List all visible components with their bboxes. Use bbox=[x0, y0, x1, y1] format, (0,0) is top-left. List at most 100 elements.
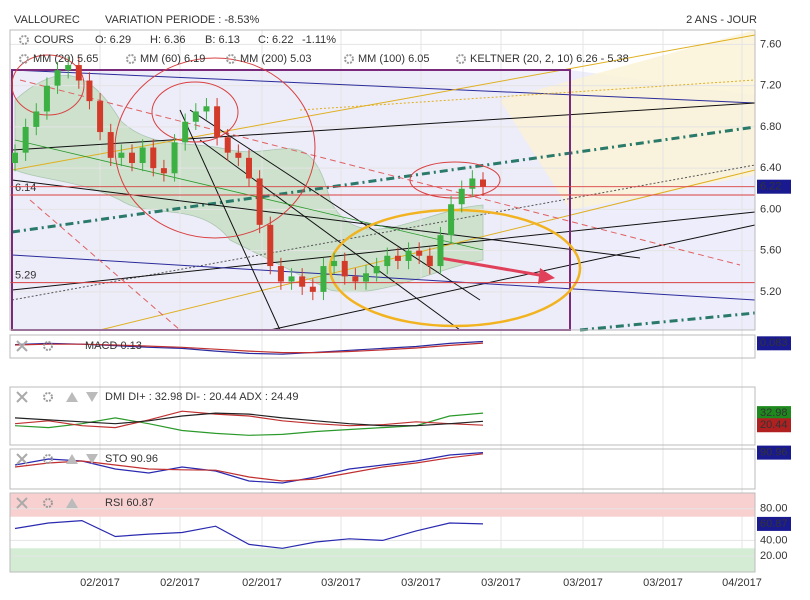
readout-label: 0.083 bbox=[760, 337, 788, 349]
trendline bbox=[11, 211, 756, 291]
candle-body bbox=[373, 266, 380, 274]
candle-body bbox=[118, 152, 125, 158]
indicator-line bbox=[14, 412, 484, 427]
overlay-label: MM (200) 5.03 bbox=[240, 53, 312, 65]
close-icon bbox=[16, 453, 28, 465]
arrow bbox=[439, 256, 546, 278]
trendline bbox=[11, 125, 756, 234]
close-icon bbox=[16, 391, 28, 403]
candle-body bbox=[97, 101, 104, 133]
candle-body bbox=[150, 147, 157, 169]
y-tick-label: 6.80 bbox=[760, 121, 781, 133]
x-tick-label: 03/2017 bbox=[321, 577, 361, 589]
candle-body bbox=[256, 178, 263, 225]
x-tick-label: 03/2017 bbox=[481, 577, 521, 589]
y-tick-label: 5.60 bbox=[760, 245, 781, 257]
indicator-line bbox=[14, 342, 484, 354]
down-icon bbox=[86, 454, 98, 464]
candle-body bbox=[22, 126, 29, 153]
indicator-label: DMI DI+ : 32.98 DI- : 20.44 ADX : 24.49 bbox=[105, 391, 299, 403]
ellipse-annotation bbox=[328, 208, 582, 328]
y-tick-label: 6.40 bbox=[760, 162, 781, 174]
trendline bbox=[19, 79, 741, 266]
candle-body bbox=[394, 255, 401, 261]
indicator-line bbox=[14, 452, 484, 484]
readout-box bbox=[757, 406, 791, 421]
indicator-line bbox=[14, 453, 484, 482]
candle-body bbox=[363, 273, 369, 282]
x-tick-label: 03/2017 bbox=[563, 577, 603, 589]
x-tick-label: 02/2017 bbox=[80, 577, 120, 589]
gear-icon bbox=[43, 498, 53, 508]
candle-body bbox=[352, 276, 359, 282]
candle-body bbox=[160, 168, 167, 174]
zone bbox=[12, 70, 570, 330]
panel-frame bbox=[9, 334, 756, 359]
y-tick-label: 80.00 bbox=[760, 503, 788, 515]
down-icon bbox=[86, 392, 98, 402]
indicator-label: STO 90.96 bbox=[105, 453, 158, 465]
candle-body bbox=[43, 85, 50, 112]
candle-body bbox=[192, 111, 199, 122]
candle-body bbox=[469, 178, 476, 189]
candle-body bbox=[246, 157, 252, 179]
candle-body bbox=[224, 137, 231, 153]
trendline bbox=[579, 311, 756, 332]
trendline bbox=[99, 169, 756, 331]
readout-label: 60.87 bbox=[760, 518, 788, 530]
trendline bbox=[179, 109, 281, 331]
candle-body bbox=[129, 152, 135, 163]
readout-label: 32.98 bbox=[760, 407, 788, 419]
candle-body bbox=[203, 106, 210, 112]
candle-body bbox=[139, 147, 146, 163]
quote-high: H: 6.36 bbox=[150, 34, 185, 46]
candle-body bbox=[480, 179, 486, 187]
gear-icon bbox=[43, 341, 53, 351]
y-tick-label: 7.20 bbox=[760, 80, 781, 92]
ellipse-annotation bbox=[11, 54, 85, 116]
candle-body bbox=[299, 276, 306, 287]
quote-low: B: 6.13 bbox=[205, 34, 240, 46]
ellipse-annotation bbox=[151, 81, 239, 143]
x-tick-label: 03/2017 bbox=[643, 577, 683, 589]
close-icon bbox=[16, 497, 28, 509]
trendline bbox=[11, 254, 756, 301]
ellipse-annotation bbox=[114, 57, 316, 239]
candle-body bbox=[448, 204, 455, 236]
candle-body bbox=[54, 70, 61, 86]
readout-box bbox=[757, 418, 791, 433]
up-icon bbox=[66, 498, 78, 508]
quote-close: C: 6.22 bbox=[258, 34, 293, 46]
quote-open: O: 6.29 bbox=[95, 34, 131, 46]
candle-body bbox=[405, 250, 412, 261]
candle-body bbox=[341, 260, 348, 277]
last-price-box bbox=[757, 179, 791, 194]
trendline bbox=[189, 109, 481, 301]
level-label: 5.29 bbox=[15, 269, 36, 281]
last-price-label: 6.22 bbox=[760, 181, 781, 193]
readout-label: 90.96 bbox=[760, 447, 788, 459]
overlay-label: MM (60) 6.19 bbox=[140, 53, 205, 65]
indicator-label: MACD 0.13 bbox=[85, 340, 142, 352]
overlay-label: MM (100) 6.05 bbox=[358, 53, 430, 65]
trendline bbox=[199, 139, 461, 331]
gear-icon bbox=[43, 392, 53, 402]
indicator-label: RSI 60.87 bbox=[105, 497, 154, 509]
readout-box bbox=[757, 516, 791, 531]
x-tick-label: 02/2017 bbox=[160, 577, 200, 589]
y-tick-label: 5.20 bbox=[760, 286, 781, 298]
candle-body bbox=[416, 250, 423, 256]
gear-icon bbox=[19, 35, 29, 45]
y-tick-label: 7.60 bbox=[760, 38, 781, 50]
candle-body bbox=[437, 235, 444, 267]
candle-body bbox=[277, 266, 284, 282]
x-tick-label: 03/2017 bbox=[401, 577, 441, 589]
readout-box bbox=[757, 445, 791, 460]
ellipse-annotation bbox=[409, 161, 501, 199]
y-tick-label: 40.00 bbox=[760, 534, 788, 546]
candle-body bbox=[75, 65, 82, 81]
indicator-line bbox=[14, 410, 484, 429]
candle-body bbox=[288, 276, 295, 282]
overbought-zone bbox=[10, 493, 755, 517]
panel-frame bbox=[9, 448, 756, 490]
